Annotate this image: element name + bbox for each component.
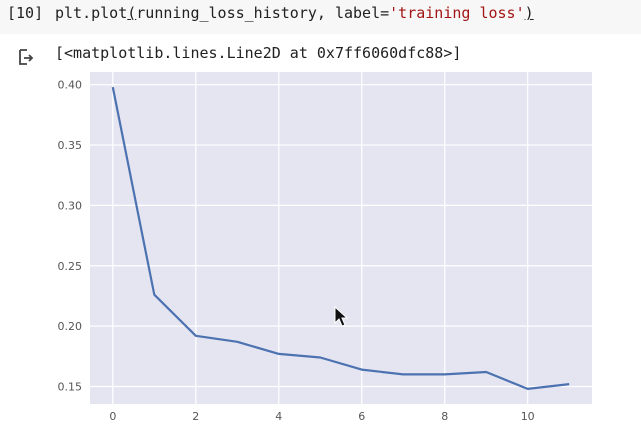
x-tick-label: 10 bbox=[521, 410, 535, 423]
x-tick-label: 0 bbox=[109, 410, 116, 423]
code-close-paren: ) bbox=[524, 4, 534, 22]
output-text: [<matplotlib.lines.Line2D at 0x7ff6060df… bbox=[55, 44, 462, 62]
y-tick-label: 0.15 bbox=[58, 380, 83, 393]
plot-area bbox=[90, 72, 592, 404]
series-line-training-loss bbox=[111, 86, 570, 390]
code-open-paren: ( bbox=[127, 4, 137, 22]
x-tick-label: 6 bbox=[358, 410, 365, 423]
y-tick-label: 0.20 bbox=[58, 320, 83, 333]
x-tick-label: 2 bbox=[192, 410, 199, 423]
execution-count: [10] bbox=[7, 4, 44, 22]
x-tick-label: 8 bbox=[441, 410, 448, 423]
y-tick-label: 0.40 bbox=[58, 79, 83, 92]
y-tick-label: 0.30 bbox=[58, 199, 83, 212]
tick-labels: 0 2 4 6 8 10 0.15 0.20 0.25 0.30 0.35 0.40 bbox=[58, 79, 535, 423]
y-tick-label: 0.25 bbox=[58, 260, 83, 273]
output-arrow-icon[interactable] bbox=[18, 48, 36, 66]
grid-lines bbox=[90, 72, 592, 404]
code-line[interactable]: plt.plot(running_loss_history, label='tr… bbox=[55, 4, 534, 22]
x-tick-label: 4 bbox=[275, 410, 282, 423]
code-function: plt.plot bbox=[55, 4, 128, 22]
code-cell-input[interactable]: [10] plt.plot(running_loss_history, labe… bbox=[0, 0, 641, 34]
mouse-pointer-icon bbox=[333, 305, 349, 328]
code-arguments: running_loss_history, label= bbox=[136, 4, 390, 22]
y-tick-label: 0.35 bbox=[58, 139, 83, 152]
code-string-literal: 'training loss' bbox=[389, 4, 525, 22]
